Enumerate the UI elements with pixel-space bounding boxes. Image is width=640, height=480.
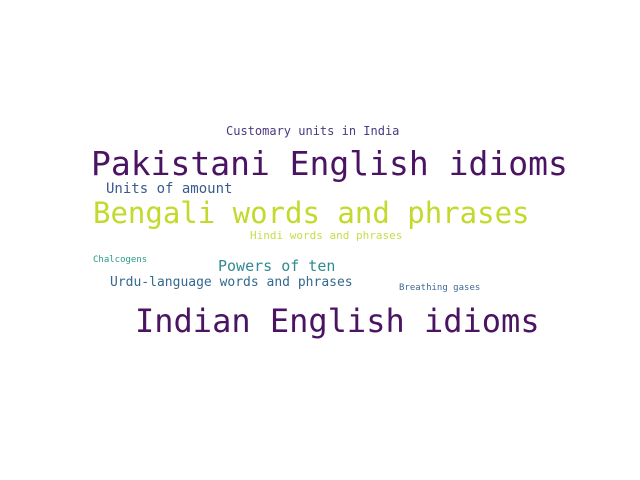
word-powers-of-ten: Powers of ten [218, 257, 336, 275]
word-units-of-amount: Units of amount [106, 181, 233, 197]
word-pakistani-english-idioms: Pakistani English idioms [91, 144, 568, 183]
word-customary-units-in-india: Customary units in India [226, 124, 400, 138]
word-urdu-language-words-and-phrases: Urdu-language words and phrases [110, 275, 353, 290]
word-breathing-gases: Breathing gases [399, 283, 481, 293]
word-chalcogens: Chalcogens [93, 255, 148, 265]
word-indian-english-idioms: Indian English idioms [135, 302, 540, 340]
word-hindi-words-and-phrases: Hindi words and phrases [250, 229, 403, 242]
word-bengali-words-and-phrases: Bengali words and phrases [93, 196, 530, 230]
